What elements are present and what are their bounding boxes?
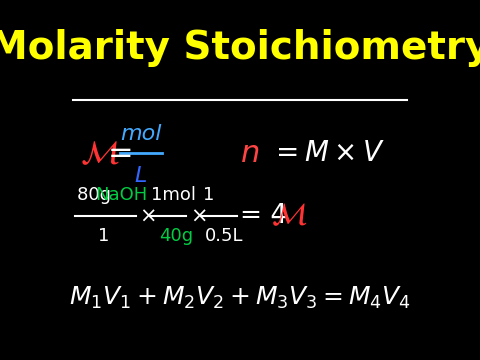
Text: $\times$: $\times$: [139, 206, 156, 226]
Text: =: =: [108, 139, 133, 168]
Text: mol: mol: [120, 123, 162, 144]
Text: 40g: 40g: [159, 228, 193, 246]
Text: L: L: [135, 166, 147, 186]
Text: 80g: 80g: [76, 186, 116, 204]
Text: = 4: = 4: [240, 203, 296, 229]
Text: $n$: $n$: [240, 139, 259, 168]
Text: 1mol: 1mol: [151, 186, 196, 204]
Text: Molarity Stoichiometry: Molarity Stoichiometry: [0, 29, 480, 67]
Text: $\times$: $\times$: [190, 206, 206, 226]
Text: 1: 1: [204, 186, 215, 204]
Text: $\mathcal{M}$: $\mathcal{M}$: [271, 201, 308, 230]
Text: 0.5L: 0.5L: [204, 228, 243, 246]
Text: $= M \times V$: $= M \times V$: [270, 139, 384, 167]
Text: $\mathcal{M}$: $\mathcal{M}$: [80, 137, 120, 170]
Text: $M_1V_1 + M_2V_2 + M_3V_3 = M_4V_4$: $M_1V_1 + M_2V_2 + M_3V_3 = M_4V_4$: [69, 285, 411, 311]
Text: NaOH: NaOH: [96, 186, 148, 204]
Text: 1: 1: [98, 228, 109, 246]
